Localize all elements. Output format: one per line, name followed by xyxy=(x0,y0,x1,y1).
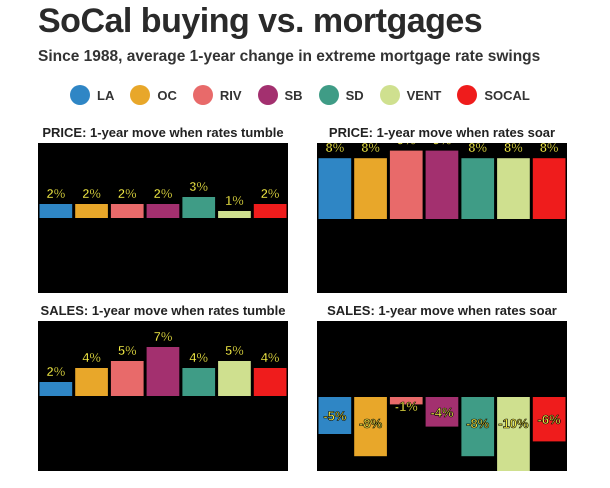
legend-swatch-sd xyxy=(318,85,339,105)
data-label-riv: 2% xyxy=(118,186,137,201)
chart-svg-price-tumble: 2% 2% 2% 2% 3% 1% 2% xyxy=(39,179,287,218)
data-label-la: 2% xyxy=(47,364,66,379)
data-label-socal: 8% xyxy=(540,143,559,155)
panel-sales-tumble: SALES: 1-year move when rates tumble 2% 4… xyxy=(38,303,288,473)
bar-sd xyxy=(182,197,216,218)
data-label-oc: 8% xyxy=(361,143,380,155)
legend-item-oc: OC xyxy=(130,85,177,105)
bar-riv xyxy=(110,361,144,396)
legend-label-socal: SOCAL xyxy=(484,87,530,103)
data-label-sb: 7% xyxy=(154,329,173,344)
bar-sb xyxy=(425,397,459,427)
data-label-sb: 9% xyxy=(433,143,452,148)
bar-sd xyxy=(461,158,495,219)
data-label-riv: -1% xyxy=(395,399,419,414)
bar-socal xyxy=(253,204,287,218)
bar-sb xyxy=(146,347,180,396)
legend-item-la: LA xyxy=(70,85,114,105)
data-label-riv: 5% xyxy=(118,343,137,358)
data-label-sd: -8% xyxy=(466,416,490,431)
data-label-socal: 4% xyxy=(261,350,280,365)
panel-title-sales-soar: SALES: 1-year move when rates soar xyxy=(327,303,557,318)
bar-vent xyxy=(218,361,251,396)
data-label-la: -5% xyxy=(323,409,347,424)
data-label-sb: -4% xyxy=(430,405,454,420)
data-label-oc: 2% xyxy=(82,186,101,201)
bar-oc xyxy=(75,368,108,396)
bar-sb xyxy=(146,204,180,218)
bar-socal xyxy=(253,368,287,396)
panel-title-price-soar: PRICE: 1-year move when rates soar xyxy=(328,125,556,140)
bar-riv xyxy=(389,397,423,405)
legend-item-sd: SD xyxy=(318,85,364,105)
legend-item-socal: SOCAL xyxy=(457,85,530,105)
panel-sales-soar: SALES: 1-year move when rates soar -5% -8… xyxy=(317,303,567,473)
data-label-oc: 4% xyxy=(82,350,101,365)
data-label-sd: 3% xyxy=(189,179,208,194)
panel-price-tumble: PRICE: 1-year move when rates tumble 2% 2… xyxy=(38,125,288,295)
legend-label-riv: RIV xyxy=(219,87,242,103)
data-label-socal: 2% xyxy=(261,186,280,201)
data-label-vent: -10% xyxy=(498,416,529,431)
legend-swatch-la xyxy=(70,85,90,105)
bar-oc xyxy=(354,397,387,457)
data-label-vent: 8% xyxy=(504,143,523,155)
legend-label-sd: SD xyxy=(345,87,364,103)
bar-sb xyxy=(425,150,459,219)
chart-title: SoCal buying vs. mortgages xyxy=(38,2,483,40)
data-label-vent: 1% xyxy=(225,193,244,208)
plot-area-sales-tumble: 2% 4% 5% 7% 4% 5% 4% xyxy=(38,321,288,471)
chart-svg-sales-tumble: 2% 4% 5% 7% 4% 5% 4% xyxy=(39,329,287,396)
panel-title-sales-tumble: SALES: 1-year move when rates tumble xyxy=(40,303,286,318)
bar-la xyxy=(318,397,352,434)
bar-riv xyxy=(110,204,144,218)
bar-sd xyxy=(182,368,216,396)
chart-subtitle: Since 1988, average 1-year change in ext… xyxy=(38,48,541,65)
bar-la xyxy=(39,204,73,218)
bar-socal xyxy=(532,397,566,442)
legend-swatch-oc xyxy=(130,85,151,105)
data-label-sd: 4% xyxy=(189,350,208,365)
legend-item-riv: RIV xyxy=(192,85,242,105)
bar-la xyxy=(318,158,352,219)
legend-label-la: LA xyxy=(97,87,115,103)
legend-swatch-riv xyxy=(192,85,213,105)
data-label-vent: 5% xyxy=(225,343,244,358)
bar-oc xyxy=(354,158,387,219)
data-label-sb: 2% xyxy=(154,186,173,201)
data-label-la: 2% xyxy=(47,186,66,201)
legend-label-oc: OC xyxy=(157,87,177,103)
data-label-socal: -6% xyxy=(538,412,562,427)
legend-swatch-socal xyxy=(457,85,478,105)
bar-oc xyxy=(75,204,108,218)
bar-vent xyxy=(497,158,530,219)
panel-price-soar: PRICE: 1-year move when rates soar 8% 8% 9… xyxy=(317,125,567,295)
legend-label-vent: VENT xyxy=(406,87,442,103)
chart-svg-price-soar: 8% 8% 9% 9% 8% 8% 8% xyxy=(318,143,566,219)
bar-la xyxy=(39,382,73,396)
legend-swatch-sb xyxy=(257,85,278,105)
data-label-sd: 8% xyxy=(468,143,487,155)
panel-title-price-tumble: PRICE: 1-year move when rates tumble xyxy=(42,125,284,140)
data-label-riv: 9% xyxy=(397,143,416,148)
legend: LA OC RIV SB SD VENT SOCAL xyxy=(70,85,546,105)
bar-riv xyxy=(389,150,423,219)
bar-socal xyxy=(532,158,566,219)
bar-sd xyxy=(461,397,495,457)
bar-vent xyxy=(218,211,251,218)
plot-area-price-soar: 8% 8% 9% 9% 8% 8% 8% xyxy=(317,143,567,293)
plot-area-price-tumble: 2% 2% 2% 2% 3% 1% 2% xyxy=(38,143,288,293)
data-label-oc: -8% xyxy=(359,416,383,431)
bar-vent xyxy=(497,397,530,471)
legend-item-sb: SB xyxy=(257,85,303,105)
chart-svg-sales-soar: -5% -8% -1% -4% -8% -10% -6% xyxy=(318,397,566,471)
plot-area-sales-soar: -5% -8% -1% -4% -8% -10% -6% xyxy=(317,321,567,471)
legend-label-sb: SB xyxy=(284,87,303,103)
legend-item-vent: VENT xyxy=(379,85,442,105)
data-label-la: 8% xyxy=(326,143,345,155)
legend-swatch-vent xyxy=(379,85,400,105)
